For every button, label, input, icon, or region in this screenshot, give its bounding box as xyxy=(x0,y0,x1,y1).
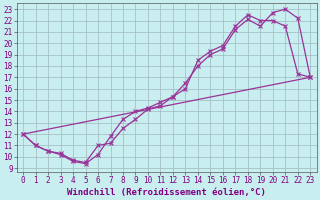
X-axis label: Windchill (Refroidissement éolien,°C): Windchill (Refroidissement éolien,°C) xyxy=(67,188,266,197)
